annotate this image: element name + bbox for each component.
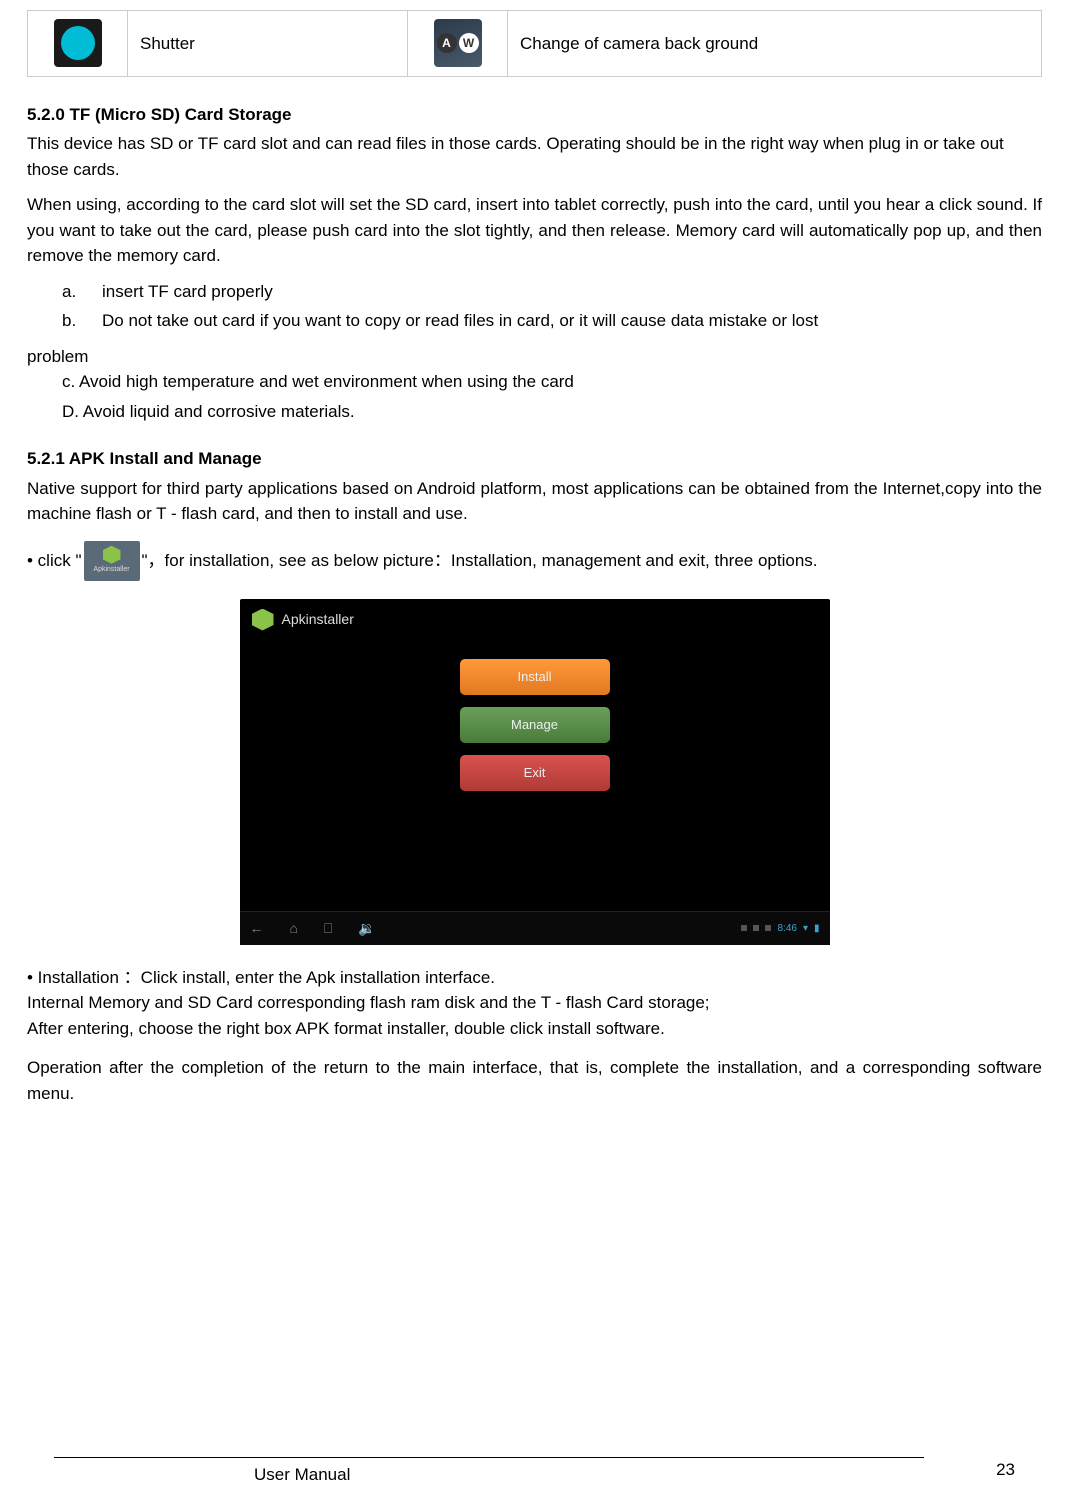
list-b-cont: problem bbox=[27, 344, 1042, 370]
exit-button[interactable]: Exit bbox=[460, 755, 610, 791]
install-line-4: Operation after the completion of the re… bbox=[27, 1055, 1042, 1106]
bg-icon-cell: AW bbox=[408, 11, 508, 77]
wifi-icon: ▾ bbox=[803, 921, 808, 936]
manage-button[interactable]: Manage bbox=[460, 707, 610, 743]
bg-label-cell: Change of camera back ground bbox=[508, 11, 1042, 77]
recents-icon[interactable]: ⎕ bbox=[324, 918, 332, 939]
volume-icon[interactable]: 🔉 bbox=[358, 918, 375, 939]
footer-title: User Manual bbox=[254, 1462, 924, 1488]
install-line-1: • Installation ：Click install, enter the… bbox=[27, 965, 1042, 991]
status-dot bbox=[765, 925, 771, 931]
back-icon[interactable]: ← bbox=[250, 918, 264, 939]
battery-icon: ▮ bbox=[814, 921, 820, 936]
home-icon[interactable]: ⌂ bbox=[290, 918, 298, 939]
click-instruction: • click " Apkinstaller "，for installatio… bbox=[27, 541, 1042, 581]
install-line-3: After entering, choose the right box APK… bbox=[27, 1016, 1042, 1042]
shutter-icon-cell bbox=[28, 11, 128, 77]
list-b-text: Do not take out card if you want to copy… bbox=[102, 308, 818, 334]
page-number: 23 bbox=[996, 1457, 1015, 1483]
status-dot bbox=[753, 925, 759, 931]
click-prefix: • click " bbox=[27, 548, 82, 574]
clock: 8:46 bbox=[777, 921, 796, 936]
list-a-text: insert TF card properly bbox=[102, 279, 273, 305]
shutter-label: Shutter bbox=[140, 34, 195, 53]
screenshot-body: Install Manage Exit bbox=[240, 641, 830, 911]
screenshot-title: Apkinstaller bbox=[282, 609, 354, 630]
p-520-1: This device has SD or TF card slot and c… bbox=[27, 131, 1042, 182]
aw-icon: AW bbox=[434, 19, 482, 67]
camera-icon-table: Shutter AW Change of camera back ground bbox=[27, 10, 1042, 77]
list-520: a. insert TF card properly b. Do not tak… bbox=[27, 279, 1042, 334]
heading-520: 5.2.0 TF (Micro SD) Card Storage bbox=[27, 102, 1042, 128]
shutter-label-cell: Shutter bbox=[128, 11, 408, 77]
bg-label: Change of camera back ground bbox=[520, 34, 758, 53]
p-521-1: Native support for third party applicati… bbox=[27, 476, 1042, 527]
install-line-2: Internal Memory and SD Card correspondin… bbox=[27, 990, 1042, 1016]
click-suffix: "，for installation, see as below picture… bbox=[142, 548, 818, 574]
screenshot-header: Apkinstaller bbox=[240, 599, 830, 641]
list-c: c. Avoid high temperature and wet enviro… bbox=[27, 369, 1042, 395]
list-b-letter: b. bbox=[62, 308, 102, 334]
install-button[interactable]: Install bbox=[460, 659, 610, 695]
status-dot bbox=[741, 925, 747, 931]
p-520-2: When using, according to the card slot w… bbox=[27, 192, 1042, 269]
apkinstaller-icon: Apkinstaller bbox=[84, 541, 140, 581]
android-nav-bar: ← ⌂ ⎕ 🔉 8:46 ▾ ▮ bbox=[240, 911, 830, 945]
page-footer: User Manual 23 bbox=[54, 1457, 1015, 1488]
list-d: D. Avoid liquid and corrosive materials. bbox=[27, 399, 1042, 425]
heading-521: 5.2.1 APK Install and Manage bbox=[27, 446, 1042, 472]
list-a-letter: a. bbox=[62, 279, 102, 305]
shutter-icon bbox=[54, 19, 102, 67]
apkinstaller-screenshot: Apkinstaller Install Manage Exit ← ⌂ ⎕ 🔉… bbox=[240, 599, 830, 945]
apkinstaller-header-icon bbox=[252, 609, 274, 631]
